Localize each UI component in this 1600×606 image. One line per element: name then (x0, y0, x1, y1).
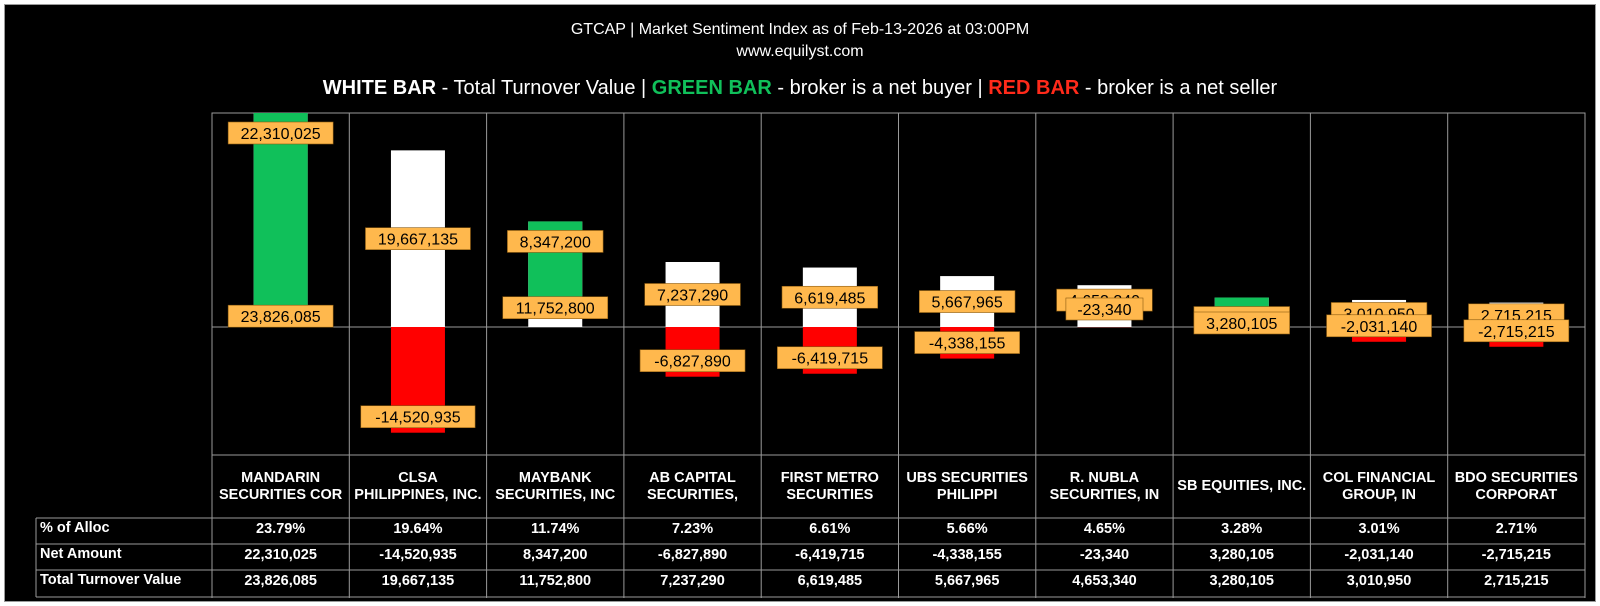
svg-text:-6,419,715: -6,419,715 (792, 351, 869, 368)
net-amount-label: 8,347,200 (507, 230, 604, 253)
alloc-cell: 4.65% (1083, 521, 1125, 537)
broker-name: SB EQUITIES, INC. (1177, 478, 1307, 494)
svg-text:8,347,200: 8,347,200 (520, 234, 591, 251)
alloc-cell: 5.66% (946, 521, 988, 537)
legend-green-key: GREEN BAR (651, 77, 772, 99)
svg-text:-23,340: -23,340 (1077, 302, 1131, 319)
turnover-label: 3,280,105 (1193, 311, 1290, 335)
legend-red-text: - broker is a net seller (1079, 77, 1278, 99)
turnover-cell: 7,237,290 (660, 573, 725, 589)
net-amount-cell: -6,419,715 (795, 547, 865, 563)
broker-name: FIRST METRO SECURITIES (780, 469, 879, 503)
svg-text:23,826,085: 23,826,085 (241, 309, 321, 326)
svg-text:-2,715,215: -2,715,215 (1478, 324, 1555, 341)
row-label-net: Net Amount (40, 546, 122, 562)
turnover-cell: 3,010,950 (1346, 573, 1412, 589)
alloc-cell: 2.71% (1495, 521, 1537, 537)
net-amount-cell: 3,280,105 (1209, 547, 1274, 563)
legend-red-key: RED BAR (988, 77, 1080, 99)
svg-text:-6,827,890: -6,827,890 (654, 354, 731, 371)
broker-name: AB CAPITAL SECURITIES, (647, 469, 739, 503)
alloc-cell: 7.23% (671, 521, 714, 537)
svg-text:19,667,135: 19,667,135 (378, 232, 458, 249)
turnover-cell: 3,280,105 (1209, 573, 1274, 589)
net-amount-label: -14,520,935 (360, 405, 476, 429)
net-amount-label: -4,338,155 (914, 331, 1020, 354)
broker-name: MANDARIN SECURITIES COR (219, 469, 343, 503)
svg-text:3,280,105: 3,280,105 (1206, 316, 1277, 333)
net-amount-cell: -2,031,140 (1344, 547, 1414, 563)
net-amount-cell: 8,347,200 (522, 547, 588, 563)
svg-text:-14,520,935: -14,520,935 (375, 410, 461, 427)
net-amount-cell: -6,827,890 (657, 547, 728, 563)
row-label-alloc: % of Alloc (40, 520, 110, 536)
broker-name: COL FINANCIAL GROUP, IN (1322, 469, 1436, 503)
legend-white-text: - Total Turnover Value | (436, 77, 652, 99)
turnover-cell: 6,619,485 (797, 573, 863, 589)
net-buy-bar (253, 113, 308, 314)
legend-white-key: WHITE BAR (322, 77, 437, 99)
turnover-label: 6,619,485 (781, 285, 878, 309)
net-amount-label: 22,310,025 (227, 121, 334, 145)
net-amount-cell: -4,338,155 (932, 547, 1002, 563)
net-amount-label: -6,419,715 (777, 346, 883, 370)
turnover-cell: 2,715,215 (1484, 573, 1549, 589)
svg-text:22,310,025: 22,310,025 (241, 126, 321, 143)
net-amount-cell: 22,310,025 (244, 547, 317, 563)
broker-name: MAYBANK SECURITIES, INC (495, 469, 616, 503)
broker-name: BDO SECURITIES CORPORAT (1454, 469, 1578, 503)
turnover-cell: 4,653,340 (1072, 573, 1137, 589)
chart-title: GTCAP | Market Sentiment Index as of Feb… (570, 21, 1030, 38)
net-amount-label: -6,827,890 (639, 349, 746, 373)
turnover-cell: 19,667,135 (381, 573, 455, 589)
alloc-cell: 11.74% (531, 521, 580, 537)
turnover-label: 11,752,800 (502, 296, 609, 320)
net-amount-label: -2,715,215 (1463, 319, 1570, 343)
net-amount-label: -2,031,140 (1326, 314, 1432, 338)
svg-text:6,619,485: 6,619,485 (794, 290, 865, 307)
turnover-label: 7,237,290 (644, 283, 741, 306)
broker-name: CLSA PHILIPPINES, INC. (354, 469, 482, 503)
broker-name: UBS SECURITIES PHILIPPI (906, 469, 1028, 503)
turnover-label: 5,667,965 (918, 290, 1016, 313)
svg-text:7,237,290: 7,237,290 (657, 287, 728, 304)
net-amount-label: -23,340 (1065, 297, 1144, 321)
alloc-cell: 3.01% (1358, 521, 1400, 537)
net-amount-cell: -14,520,935 (379, 547, 457, 563)
turnover-cell: 5,667,965 (934, 573, 1000, 589)
legend: WHITE BAR - Total Turnover Value | GREEN… (0, 77, 1600, 100)
svg-text:-2,031,140: -2,031,140 (1341, 319, 1418, 336)
alloc-cell: 3.28% (1221, 521, 1263, 537)
svg-text:-4,338,155: -4,338,155 (929, 336, 1006, 353)
alloc-cell: 23.79% (256, 521, 306, 537)
svg-text:5,667,965: 5,667,965 (932, 295, 1003, 312)
alloc-cell: 19.64% (393, 521, 443, 537)
svg-text:11,752,800: 11,752,800 (516, 301, 595, 318)
chart-subtitle: www.equilyst.com (736, 43, 864, 60)
net-amount-cell: -23,340 (1079, 547, 1130, 563)
turnover-cell: 23,826,085 (244, 573, 317, 589)
row-label-turnover: Total Turnover Value (40, 572, 182, 588)
turnover-label: 19,667,135 (365, 227, 471, 250)
turnover-label: 23,826,085 (227, 304, 334, 328)
alloc-cell: 6.61% (809, 521, 851, 537)
legend-green-text: - broker is a net buyer | (771, 77, 989, 99)
turnover-cell: 11,752,800 (519, 573, 592, 589)
net-amount-cell: -2,715,215 (1481, 547, 1551, 563)
broker-name: R. NUBLA SECURITIES, IN (1049, 469, 1160, 503)
